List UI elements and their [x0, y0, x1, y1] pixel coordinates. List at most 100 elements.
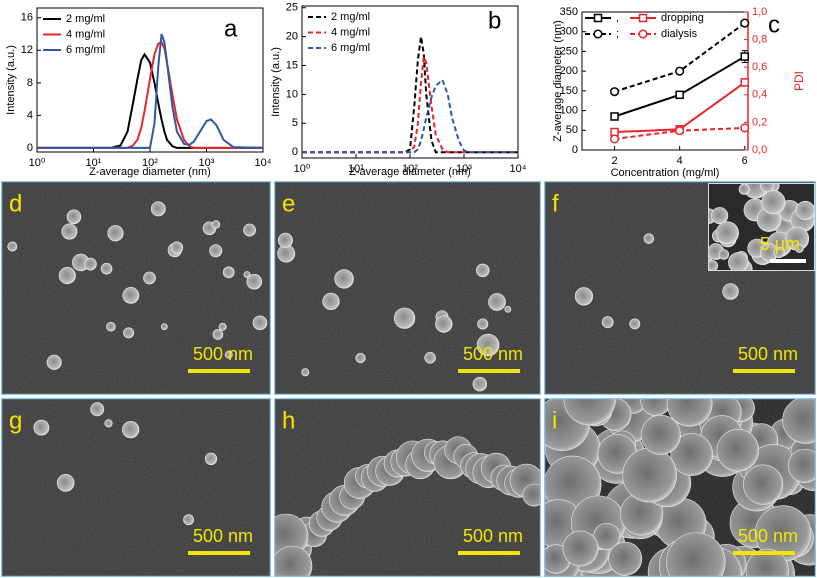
marker — [740, 52, 749, 61]
sem-label: i — [552, 407, 557, 434]
panel-letter: b — [488, 7, 501, 34]
particle — [122, 287, 140, 304]
scale-bar-label: 500 nm — [463, 344, 523, 364]
particle — [246, 273, 263, 290]
particle — [7, 241, 18, 252]
x-tick-label: 6 — [742, 155, 748, 167]
legend-marker — [638, 13, 648, 23]
x-tick-label: 10⁰ — [294, 163, 311, 175]
marker — [610, 112, 619, 121]
scale-bar-label: 500 nm — [193, 344, 253, 364]
x-tick-label: 10¹ — [86, 157, 102, 169]
sem-border — [1, 398, 271, 577]
scale-bar — [188, 369, 250, 373]
particle — [488, 293, 506, 311]
scale-bar — [188, 551, 250, 555]
sem-panel: i 500 nm — [544, 398, 816, 577]
series-line — [614, 81, 746, 134]
particle — [563, 398, 616, 426]
sem-border — [544, 181, 816, 395]
marker — [675, 90, 684, 100]
legend-label: 6 mg/ml — [66, 44, 105, 56]
sem-noise — [274, 181, 541, 395]
particle — [104, 419, 113, 428]
y2-tick-label: 0,8 — [752, 34, 767, 46]
sem-label: d — [9, 190, 22, 217]
scale-bar-label: 500 nm — [738, 526, 798, 546]
sem-label: g — [9, 407, 22, 434]
marker — [675, 126, 685, 136]
marker — [740, 123, 750, 133]
marker — [609, 87, 620, 97]
particle — [222, 266, 235, 279]
sem-panel: h 500 nm — [274, 398, 541, 577]
particle — [666, 532, 726, 577]
legend-label: , — [616, 12, 619, 24]
particle — [715, 221, 739, 245]
particle — [106, 321, 116, 332]
series-line — [37, 40, 263, 149]
particle — [716, 429, 760, 472]
y-tick-label: 16 — [21, 12, 33, 24]
chart: 0 5 10 15 20 25 10⁰ 10¹ 10² 10³ 10⁴ Z-average diame… — [270, 2, 527, 178]
legend-label: dropping — [661, 12, 704, 24]
particle — [738, 183, 750, 195]
x-tick-label: 10¹ — [348, 163, 364, 175]
y-tick-label: 0 — [27, 142, 33, 154]
scale-bar — [458, 551, 520, 555]
scale-bar-label: 500 nm — [193, 526, 253, 546]
y2-tick-label: 0,4 — [752, 89, 767, 101]
particle — [742, 464, 784, 505]
particle — [708, 260, 719, 271]
particle — [760, 183, 775, 193]
y-tick-label: 200 — [560, 65, 578, 77]
x-tick-label: 10³ — [199, 157, 215, 169]
series-line — [37, 52, 263, 149]
marker — [740, 78, 749, 87]
particle — [666, 398, 713, 427]
y-tick-label: 20 — [286, 31, 298, 43]
y2-axis-label: PDI — [792, 71, 806, 91]
y-tick-label: 0 — [572, 144, 578, 156]
scale-bar-label: 500 nm — [738, 344, 798, 364]
x-tick-label: 10³ — [456, 163, 472, 175]
particle — [608, 541, 643, 576]
particle — [711, 207, 729, 225]
particle — [243, 223, 256, 237]
particle — [670, 433, 714, 476]
y-axis-label: Intensity (a.u.) — [5, 45, 17, 115]
x-axis-label: Z-average diameter (nm) — [89, 166, 211, 178]
particle — [643, 233, 655, 244]
particle — [160, 323, 168, 331]
particle — [243, 271, 251, 278]
particle — [183, 514, 195, 526]
legend-marker — [593, 29, 603, 39]
y-tick-label: 50 — [566, 124, 578, 136]
legend-label: 6 mg/ml — [331, 42, 370, 54]
x-tick-label: 2 — [611, 155, 617, 167]
series-line — [302, 52, 518, 154]
particle — [761, 190, 786, 215]
particle — [504, 305, 512, 313]
particle — [795, 200, 815, 221]
particle — [301, 368, 310, 377]
marker — [675, 66, 685, 76]
sem-label: e — [282, 190, 295, 217]
particle — [435, 315, 453, 333]
panel-letter: c — [768, 11, 780, 38]
particle — [472, 376, 488, 392]
particle — [150, 201, 166, 217]
sem-inset: 5 µm — [708, 183, 815, 271]
legend-label: dialysis — [661, 28, 698, 40]
legend-label: 4 mg/ml — [331, 26, 370, 38]
inset-border — [708, 183, 815, 271]
legend-label: 2 mg/ml — [66, 13, 105, 25]
chart: 0 50 100 150 200 250 300 350 2 4 6 0,0 0,2 0,4 0,6 0,8 1… — [552, 6, 806, 179]
particle — [211, 220, 221, 229]
y-axis-label: Intensity (a.u.) — [270, 47, 282, 117]
particle — [107, 225, 124, 242]
x-tick-label: 10² — [402, 163, 418, 175]
particle — [274, 545, 313, 577]
scale-bar-label: 500 nm — [463, 526, 523, 546]
y-tick-label: 10 — [286, 88, 298, 100]
